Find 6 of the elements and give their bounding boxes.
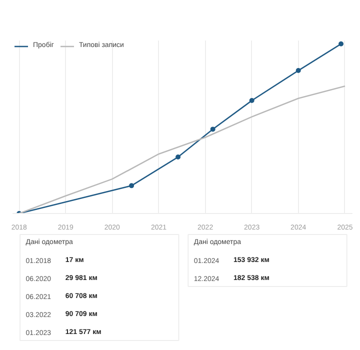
point (249, 98, 254, 104)
point (296, 68, 301, 74)
point (176, 154, 181, 160)
point (338, 41, 344, 46)
point (129, 183, 134, 188)
point (210, 126, 216, 132)
